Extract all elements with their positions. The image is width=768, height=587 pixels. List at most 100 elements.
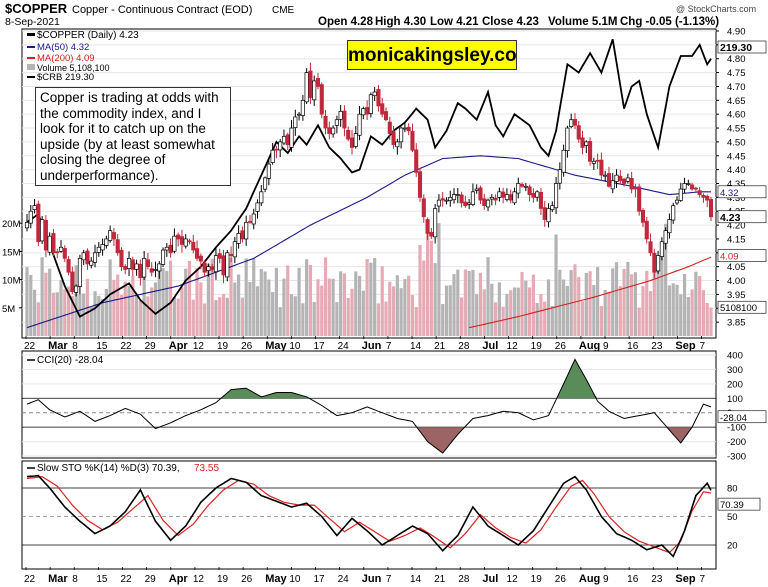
candle: [232, 236, 237, 264]
volume-bar: [282, 278, 286, 336]
sto-d-line: [26, 475, 712, 554]
candle-body: [40, 219, 45, 242]
candle-body: [278, 141, 283, 151]
candle: [346, 126, 351, 142]
x-tick-label: Aug: [579, 340, 600, 352]
volume-bar: [63, 289, 67, 336]
candle-body: [70, 271, 75, 292]
candle-body: [138, 263, 143, 279]
candle-body: [304, 72, 309, 103]
candle-body: [236, 233, 241, 244]
candle-body: [221, 255, 226, 276]
x-tick-label: 22: [121, 341, 133, 352]
candle-body: [606, 173, 612, 187]
candle-body: [444, 199, 449, 202]
candle-body: [297, 113, 302, 116]
close-tag-box: [717, 210, 767, 224]
volume-bar: [342, 273, 347, 336]
x-tick-label: Apr: [169, 340, 189, 352]
price-tick-label: 3.95: [727, 290, 746, 301]
candle-body: [119, 249, 124, 268]
candle-body: [281, 136, 287, 144]
candle-body: [323, 115, 328, 129]
volume-bar: [709, 307, 713, 336]
brand-label: monicakingsley.co: [347, 40, 517, 70]
candle: [270, 143, 275, 165]
candle-body: [43, 219, 48, 251]
volume-bar: [301, 303, 305, 336]
cci-tick-label: -300: [727, 452, 746, 463]
candle: [319, 82, 324, 119]
x-tick-label: Sep: [675, 573, 695, 585]
volume-bar: [418, 245, 422, 336]
volume-bar: [459, 297, 464, 336]
candle: [557, 162, 562, 190]
candle: [429, 227, 434, 239]
volume-bar: [682, 273, 687, 336]
volume-bar: [701, 290, 706, 336]
volume-bar: [248, 282, 252, 336]
candle-body: [554, 183, 559, 209]
candle-body: [372, 91, 377, 97]
candle-body: [387, 121, 392, 134]
volume-bar: [267, 279, 271, 336]
candle-body: [550, 205, 555, 211]
candle: [467, 198, 472, 210]
volume-bar: [29, 274, 33, 336]
candle-body: [195, 248, 200, 259]
candle-body: [576, 125, 581, 140]
volume-bar: [48, 268, 52, 336]
candle-body: [614, 174, 619, 182]
x-tick-label: 8: [72, 341, 78, 352]
volume-bar: [66, 286, 71, 336]
candle: [588, 137, 593, 166]
volume-bar: [516, 287, 520, 336]
ma200-line: [468, 256, 712, 329]
candle-body: [289, 127, 294, 148]
candle: [701, 193, 706, 203]
candle: [501, 187, 506, 204]
candle: [474, 184, 479, 194]
volume-bar: [705, 302, 709, 336]
candle-body: [66, 259, 71, 273]
candle: [637, 183, 642, 216]
cci-tick-label: -200: [727, 437, 746, 448]
candle: [255, 199, 260, 219]
x-tick-label: May: [265, 340, 287, 352]
sto-legend: Slow STO %K(14) %D(3) 70.39, 73.55: [27, 463, 219, 474]
candle: [191, 234, 196, 254]
candle-body: [164, 246, 169, 251]
candle: [111, 228, 116, 246]
candle: [629, 171, 634, 194]
x-tick-label: 8: [72, 574, 78, 585]
volume-bar: [686, 296, 690, 336]
candle: [682, 177, 687, 193]
volume-bar: [55, 292, 59, 336]
volume-bar: [524, 280, 528, 336]
close-tag-text: 4.23: [720, 212, 741, 224]
volume-bar: [407, 275, 411, 336]
volume-bar: [384, 301, 388, 336]
copper-legend-label: $COPPER (Daily) 4.23: [37, 30, 139, 41]
candle: [576, 121, 581, 143]
volume-bar: [36, 302, 40, 336]
candle: [644, 216, 649, 244]
candle: [667, 213, 672, 239]
candle: [633, 183, 638, 198]
cci-tick-label: -100: [727, 423, 746, 434]
x-tick-label: 17: [314, 341, 326, 352]
price-tick-label: 4.80: [727, 54, 746, 65]
candle: [697, 187, 702, 198]
candle: [538, 188, 543, 215]
volume-bar: [486, 257, 490, 336]
volume-bar: [89, 306, 93, 336]
candle-body: [176, 234, 181, 240]
volume-bar: [25, 267, 29, 336]
price-tick-label: 3.85: [727, 318, 746, 329]
candle-body: [565, 127, 570, 152]
price-tick-label: 4.05: [727, 262, 746, 273]
volume-bar: [180, 287, 184, 336]
candle: [331, 125, 336, 138]
candle: [618, 169, 623, 185]
candle: [62, 245, 67, 263]
